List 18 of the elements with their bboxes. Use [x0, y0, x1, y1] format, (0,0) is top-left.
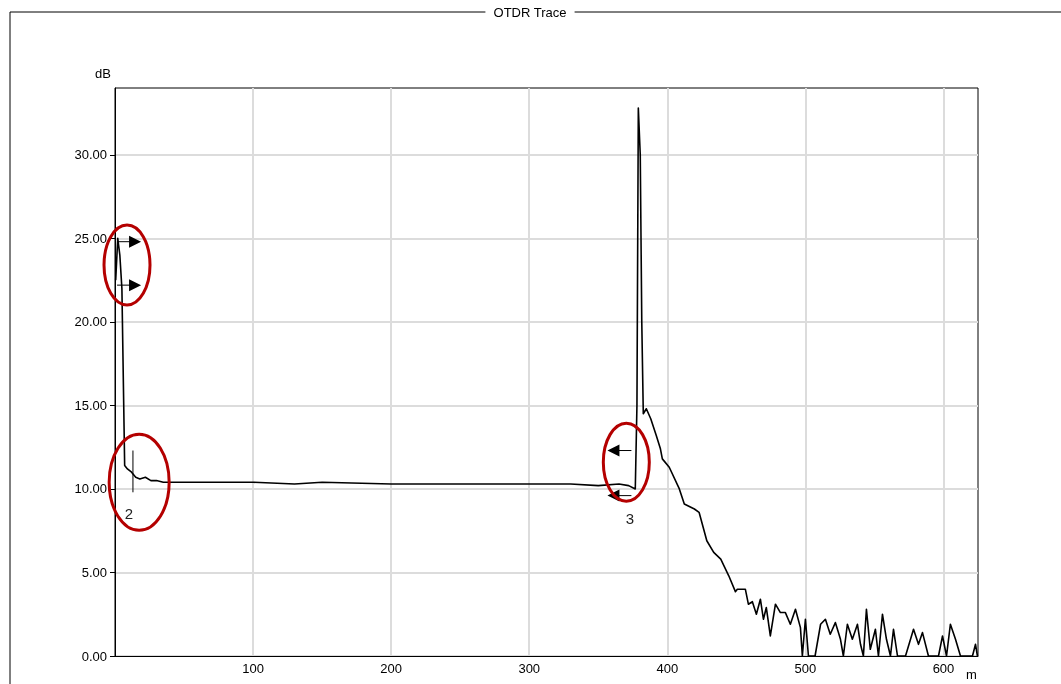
y-tick-label: 10.00: [74, 481, 107, 497]
y-tick-label: 0.00: [81, 648, 107, 664]
y-tick-label: 20.00: [74, 314, 107, 330]
x-tick-label: 100: [242, 661, 264, 676]
x-tick-label: 400: [656, 661, 679, 676]
x-tick-label: 500: [794, 661, 817, 676]
x-axis-title: m: [966, 667, 977, 682]
y-tick-label: 30.00: [74, 147, 107, 163]
annotation: 3: [625, 510, 635, 528]
x-tick-label: 200: [380, 661, 403, 676]
chart-title: OTDR Trace: [493, 4, 567, 20]
x-tick-label: 300: [518, 661, 541, 676]
y-tick-label: 15.00: [74, 397, 107, 413]
y-tick-label: 5.00: [81, 564, 107, 580]
y-axis-title: dB: [95, 66, 111, 81]
x-tick-label: 600: [932, 661, 955, 676]
y-tick-label: 25.00: [74, 230, 107, 246]
annotation: 2: [124, 505, 133, 523]
